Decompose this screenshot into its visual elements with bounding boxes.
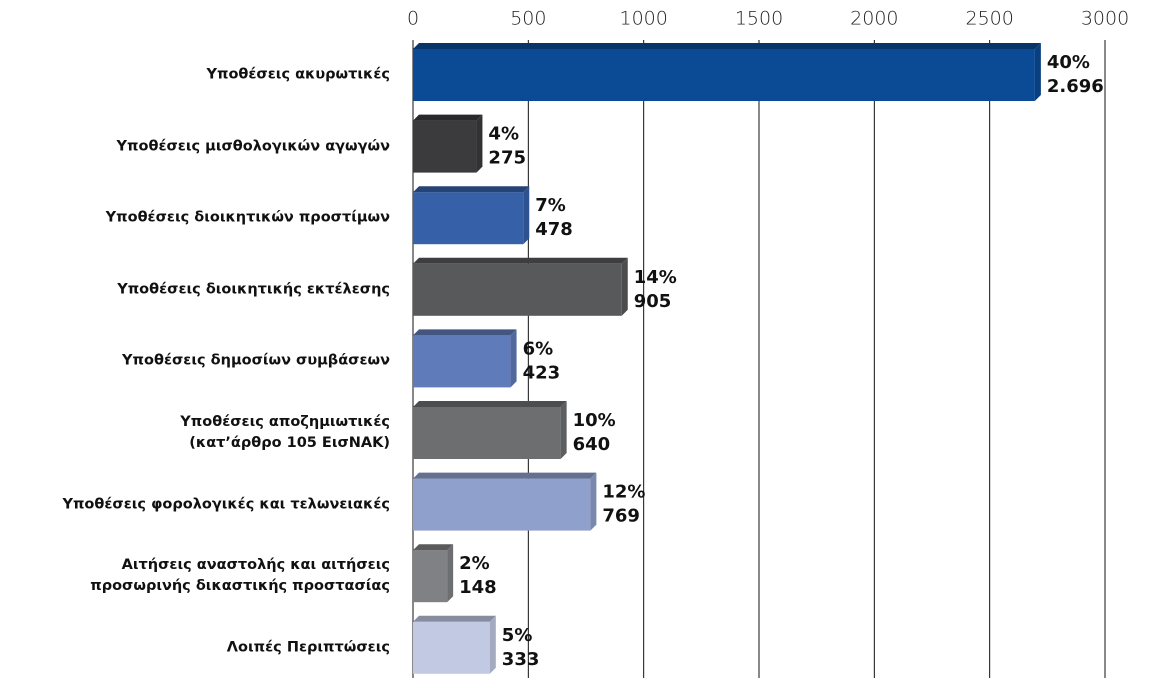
bar-top: [413, 544, 454, 551]
category-label: Υποθέσεις δημοσίων συμβάσεων: [122, 352, 390, 369]
share-label: 10%: [573, 410, 616, 431]
category-label: Υποθέσεις διοικητικής εκτέλεσης: [117, 281, 390, 298]
bar-top: [413, 615, 496, 622]
x-tick-label: 3000: [1081, 8, 1129, 30]
bar-top: [413, 257, 628, 264]
value-label: 148: [459, 577, 497, 598]
category-label: Υποθέσεις φορολογικές και τελωνειακές: [62, 496, 390, 513]
x-tick-label: 0: [407, 8, 419, 30]
share-label: 6%: [523, 338, 554, 359]
category-label: Υποθέσεις αποζημιωτικές (κατ’άρθρο 105 Ε…: [180, 414, 390, 451]
share-label: 4%: [488, 124, 519, 145]
bar-top: [413, 401, 567, 407]
x-tick-label: 2500: [965, 8, 1013, 30]
bar-top: [413, 472, 597, 479]
bar-side: [447, 544, 454, 603]
bar-side: [621, 257, 628, 316]
bar-side: [476, 114, 483, 173]
category-label: Λοιπές Περιπτώσεις: [226, 639, 390, 656]
value-label: 423: [523, 362, 561, 383]
share-label: 7%: [535, 195, 566, 216]
category-label: Υποθέσεις διοικητικών προστίμων: [105, 209, 390, 226]
bar-side: [1034, 43, 1041, 101]
share-label: 5%: [502, 625, 533, 646]
value-label: 905: [634, 291, 672, 312]
bar: [413, 478, 591, 531]
bar-top: [413, 329, 517, 336]
bar: [413, 49, 1035, 101]
x-tick-label: 1000: [619, 8, 667, 30]
bar: [413, 120, 477, 173]
category-label: Υποθέσεις μισθολογικών αγωγών: [116, 138, 390, 155]
category-label: Υποθέσεις ακυρωτικές: [206, 66, 390, 83]
bar-side: [489, 615, 496, 674]
bar: [413, 263, 622, 316]
value-label: 478: [535, 219, 573, 240]
bar-side: [560, 401, 567, 459]
bar-top: [413, 186, 530, 193]
share-label: 14%: [634, 267, 677, 288]
bar: [413, 335, 511, 388]
value-label: 769: [602, 506, 640, 527]
bar-top: [413, 114, 483, 121]
value-label: 333: [502, 649, 540, 670]
bar: [413, 192, 524, 245]
share-label: 2%: [459, 553, 490, 574]
x-tick-label: 1500: [735, 8, 783, 30]
value-label: 275: [488, 148, 526, 169]
value-label: 640: [573, 434, 611, 455]
value-label: 2.696: [1047, 76, 1104, 97]
bar: [413, 550, 448, 603]
bar-side: [523, 186, 530, 245]
x-tick-label: 2000: [850, 8, 898, 30]
bar-top: [413, 43, 1041, 49]
bar-side: [590, 472, 597, 531]
share-label: 12%: [602, 482, 645, 503]
bar: [413, 621, 490, 674]
x-tick-label: 500: [510, 8, 546, 30]
share-label: 40%: [1047, 52, 1090, 73]
bar-side: [510, 329, 517, 388]
bar: [413, 407, 561, 459]
category-label: Αιτήσεις αναστολής και αιτήσεις προσωριν…: [90, 557, 390, 595]
